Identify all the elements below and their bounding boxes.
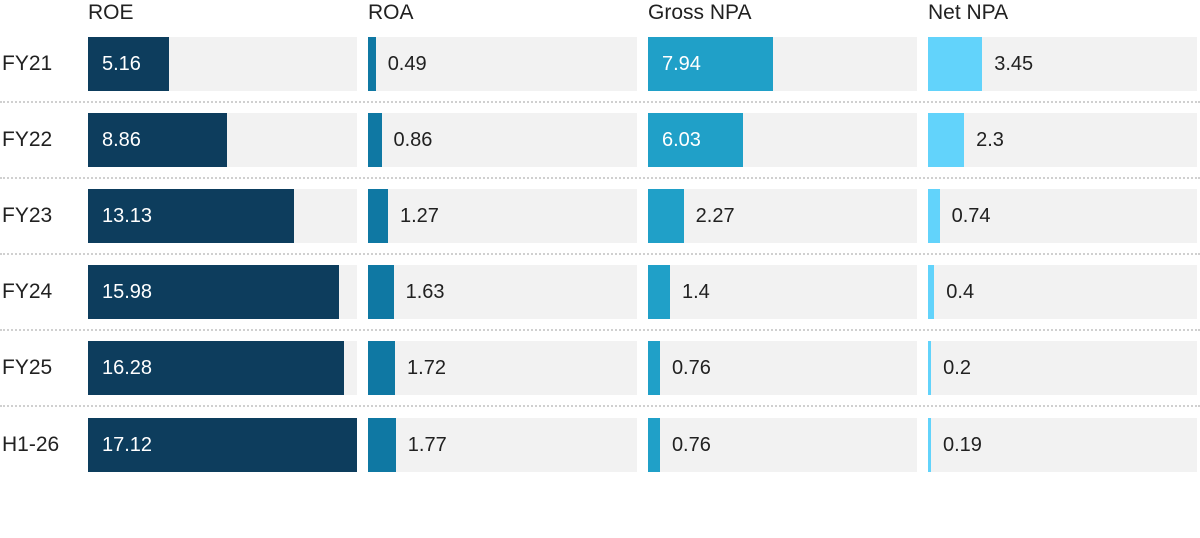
roa-bar — [368, 341, 396, 395]
roa-value-label: 0.49 — [387, 52, 427, 75]
net-npa-value-label: 2.3 — [976, 128, 1004, 151]
roe-value-label: 15.98 — [102, 280, 153, 303]
net-npa-bar-track: 3.45 — [928, 37, 1197, 91]
roa-bar — [368, 37, 376, 91]
roe-bar — [88, 37, 170, 91]
roe-bar-track: 13.13 — [88, 189, 357, 243]
net-npa-bar-track: 0.19 — [928, 418, 1197, 472]
roa-value-label: 0.86 — [393, 128, 433, 151]
net-npa-bar — [928, 189, 940, 243]
net-npa-value-label: 0.19 — [942, 433, 982, 456]
net-npa-value-label: 0.2 — [943, 356, 971, 379]
roe-bar — [88, 418, 357, 472]
roe-value-label: 16.28 — [102, 356, 153, 379]
gross-npa-bar-track: 1.4 — [648, 265, 917, 319]
gross-npa-value-label: 1.4 — [681, 280, 710, 303]
roa-bar-track: 1.77 — [368, 418, 637, 472]
gross-npa-bar — [648, 37, 773, 91]
roa-value-label: 1.27 — [399, 204, 439, 227]
gross-npa-bar — [648, 418, 660, 472]
roa-bar — [368, 113, 382, 167]
gross-npa-value-label: 0.76 — [671, 433, 711, 456]
gross-npa-bar-track: 2.27 — [648, 189, 917, 243]
gross-npa-value-label: 7.94 — [662, 52, 701, 75]
roa-bar-track: 0.86 — [368, 113, 637, 167]
gross-npa-bar-track: 7.94 — [648, 37, 917, 91]
row-label: FY21 — [2, 52, 53, 75]
row-label: FY22 — [2, 128, 53, 151]
column-header-net-npa: Net NPA — [928, 1, 1009, 24]
gross-npa-bar — [648, 341, 660, 395]
gross-npa-bar — [648, 113, 743, 167]
roa-bar-track: 1.63 — [368, 265, 637, 319]
roe-bar-track: 16.28 — [88, 341, 357, 395]
roe-bar — [88, 265, 340, 319]
roa-bar — [368, 189, 388, 243]
gross-npa-value-label: 0.76 — [671, 356, 711, 379]
gross-npa-bar — [648, 265, 670, 319]
gross-npa-bar-track: 6.03 — [648, 113, 917, 167]
table-row-fy21: FY21 5.16 0.49 7.94 3.45 — [0, 27, 1200, 103]
table-row-fy25: FY25 16.28 1.72 0.76 0.2 — [0, 331, 1200, 407]
net-npa-bar-track: 2.3 — [928, 113, 1197, 167]
gross-npa-bar-track: 0.76 — [648, 418, 917, 472]
gross-npa-bar-track: 0.76 — [648, 341, 917, 395]
gross-npa-value-label: 2.27 — [695, 204, 735, 227]
roe-bar-track: 5.16 — [88, 37, 357, 91]
net-npa-bar — [928, 37, 983, 91]
roa-bar — [368, 418, 396, 472]
roe-bar — [88, 189, 295, 243]
roe-bar-track: 8.86 — [88, 113, 357, 167]
column-headers: ROE ROA Gross NPA Net NPA — [0, 0, 1200, 27]
roa-bar — [368, 265, 394, 319]
column-header-roe: ROE — [88, 1, 134, 24]
net-npa-bar — [928, 341, 932, 395]
net-npa-value-label: 0.74 — [951, 204, 991, 227]
gross-npa-bar — [648, 189, 684, 243]
roa-value-label: 1.77 — [407, 433, 447, 456]
roe-bar-track: 15.98 — [88, 265, 357, 319]
net-npa-bar-track: 0.2 — [928, 341, 1197, 395]
gross-npa-value-label: 6.03 — [662, 128, 701, 151]
table-row-fy24: FY24 15.98 1.63 1.4 0.4 — [0, 255, 1200, 331]
roa-bar-track: 1.27 — [368, 189, 637, 243]
roe-bar-track: 17.12 — [88, 418, 357, 472]
row-label: H1-26 — [2, 433, 60, 456]
net-npa-bar-track: 0.74 — [928, 189, 1197, 243]
net-npa-bar — [928, 265, 935, 319]
roa-bar-track: 1.72 — [368, 341, 637, 395]
roe-bar — [88, 113, 228, 167]
roe-value-label: 8.86 — [102, 128, 141, 151]
row-label: FY25 — [2, 356, 53, 379]
table-row-fy23: FY23 13.13 1.27 2.27 0.74 — [0, 179, 1200, 255]
column-header-gross-npa: Gross NPA — [648, 1, 752, 24]
roe-value-label: 5.16 — [102, 52, 141, 75]
roa-value-label: 1.63 — [405, 280, 445, 303]
net-npa-value-label: 3.45 — [994, 52, 1034, 75]
row-label: FY24 — [2, 280, 53, 303]
roa-bar-track: 0.49 — [368, 37, 637, 91]
row-label: FY23 — [2, 204, 53, 227]
roa-value-label: 1.72 — [407, 356, 446, 379]
roe-bar — [88, 341, 344, 395]
net-npa-bar — [928, 113, 965, 167]
roe-value-label: 17.12 — [102, 433, 153, 456]
table-row-fy22: FY22 8.86 0.86 6.03 2.3 — [0, 103, 1200, 179]
net-npa-value-label: 0.4 — [946, 280, 975, 303]
net-npa-bar-track: 0.4 — [928, 265, 1197, 319]
table-row-h1-26: H1-26 17.12 1.77 0.76 0.19 — [0, 407, 1200, 483]
column-header-roa: ROA — [368, 1, 414, 24]
roe-value-label: 13.13 — [102, 204, 153, 227]
net-npa-bar — [928, 418, 931, 472]
